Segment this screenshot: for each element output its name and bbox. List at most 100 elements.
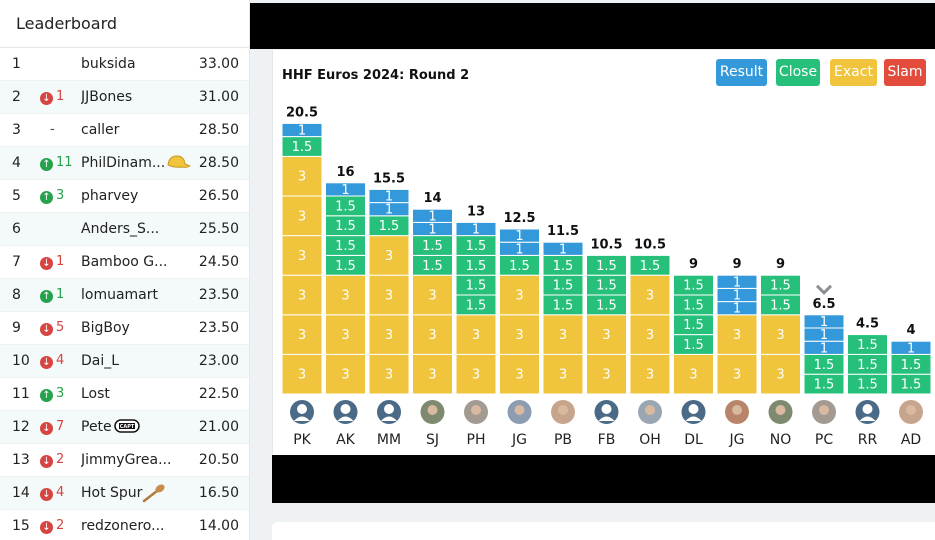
bar-total-label: 6.5 bbox=[812, 297, 835, 312]
player-name[interactable]: pharvey bbox=[81, 188, 139, 204]
player-name[interactable]: PhilDinam... bbox=[81, 155, 166, 171]
player-score: 21.00 bbox=[198, 419, 239, 435]
player-avatar[interactable] bbox=[638, 400, 662, 424]
segment-label: 3 bbox=[472, 328, 480, 343]
player-name[interactable]: JimmyGrea... bbox=[81, 452, 172, 468]
segment-label: 1.5 bbox=[422, 239, 443, 254]
player-name[interactable]: caller bbox=[81, 122, 120, 138]
player-avatar[interactable] bbox=[507, 400, 532, 424]
bar-total-label: 20.5 bbox=[286, 105, 318, 120]
avatar-face bbox=[514, 405, 525, 415]
leaderboard-row[interactable]: 6 Anders_S... 25.50 bbox=[0, 213, 249, 246]
player-name[interactable]: Dai_L bbox=[81, 353, 120, 369]
leaderboard-row[interactable]: 2 ↓ 1 JJBones 31.00 bbox=[0, 81, 249, 114]
leaderboard-row[interactable]: 10 ↓ 4 Dai_L 23.00 bbox=[0, 345, 249, 378]
leaderboard-row[interactable]: 4 ↑ 11 PhilDinam... 28.50 bbox=[0, 147, 249, 180]
rank-number: 6 bbox=[12, 221, 21, 237]
bar-total-label: 16 bbox=[336, 165, 354, 180]
bar-segment-exact bbox=[412, 353, 453, 395]
segment-label: 3 bbox=[472, 368, 480, 383]
leaderboard-row[interactable]: 8 ↑ 1 lomuamart 23.50 bbox=[0, 279, 249, 312]
bar-total-label: 12.5 bbox=[503, 211, 535, 226]
player-avatar[interactable] bbox=[855, 400, 880, 424]
player-avatar[interactable] bbox=[725, 400, 749, 424]
player-name[interactable]: Pete bbox=[81, 419, 112, 435]
bar-segment-exact bbox=[499, 274, 540, 316]
player-avatar[interactable] bbox=[333, 400, 358, 424]
arrow-down-icon: ↓ bbox=[40, 422, 53, 435]
rank-change-value: 1 bbox=[56, 287, 65, 302]
player-name[interactable]: lomuamart bbox=[81, 287, 159, 303]
segment-label: 3 bbox=[733, 328, 741, 343]
close-filter-button[interactable]: Close bbox=[776, 59, 820, 86]
bar-segment-exact bbox=[760, 314, 801, 355]
bar-total-label: 9 bbox=[776, 257, 785, 272]
segment-label: 3 bbox=[298, 209, 306, 224]
player-avatar[interactable] bbox=[377, 400, 401, 424]
exact-filter-button[interactable]: Exact bbox=[830, 59, 877, 86]
leaderboard-row[interactable]: 5 ↑ 3 pharvey 26.50 bbox=[0, 180, 249, 213]
segment-label: 1.5 bbox=[422, 259, 443, 274]
leaderboard-row[interactable]: 15 ↓ 2 redzonero... 14.00 bbox=[0, 510, 249, 540]
player-avatar[interactable] bbox=[464, 400, 488, 424]
segment-label: 1 bbox=[298, 124, 306, 139]
arrow-up-icon: ↑ bbox=[40, 191, 53, 204]
player-avatar[interactable] bbox=[681, 400, 706, 424]
result-filter-button[interactable]: Result bbox=[716, 59, 767, 86]
segment-label: 1.5 bbox=[553, 298, 574, 313]
leaderboard-row[interactable]: 11 ↑ 3 Lost 22.50 bbox=[0, 378, 249, 411]
bar-total-label: 10.5 bbox=[634, 237, 666, 252]
player-name[interactable]: JJBones bbox=[81, 89, 133, 105]
rank-change: ↓ 2 bbox=[40, 452, 80, 468]
player-avatar[interactable] bbox=[812, 400, 836, 424]
slam-filter-button[interactable]: Slam bbox=[884, 59, 926, 86]
leaderboard-row[interactable]: 14 ↓ 4 Hot Spur 16.50 bbox=[0, 477, 249, 510]
leaderboard-row[interactable]: 13 ↓ 2 JimmyGrea... 20.50 bbox=[0, 444, 249, 477]
player-initials-label: PK bbox=[293, 432, 311, 448]
segment-label: 3 bbox=[298, 170, 306, 185]
player-name[interactable]: redzonero... bbox=[81, 518, 165, 534]
player-avatar[interactable] bbox=[768, 400, 793, 424]
arrow-up-icon: ↑ bbox=[40, 290, 53, 303]
bar-segment-exact bbox=[499, 353, 540, 395]
player-name[interactable]: Hot Spur bbox=[81, 485, 143, 501]
rank-number: 10 bbox=[12, 353, 30, 369]
bar-total-label: 11.5 bbox=[547, 224, 579, 239]
bar-segment-result bbox=[499, 228, 540, 243]
leaderboard-row[interactable]: 3 - caller 28.50 bbox=[0, 114, 249, 147]
avatar-body bbox=[859, 416, 876, 421]
leaderboard-row[interactable]: 7 ↓ 1 Bamboo G... 24.50 bbox=[0, 246, 249, 279]
player-avatar[interactable] bbox=[551, 400, 575, 424]
segment-label: 1 bbox=[733, 289, 741, 304]
bar-segment-exact bbox=[629, 274, 671, 316]
segment-label: 1.5 bbox=[770, 279, 791, 294]
player-name[interactable]: BigBoy bbox=[81, 320, 130, 336]
segment-label: 3 bbox=[602, 328, 610, 343]
player-name[interactable]: buksida bbox=[81, 56, 136, 72]
rank-change-value: 1 bbox=[56, 254, 65, 269]
top-black-banner bbox=[250, 3, 935, 49]
segment-label: 3 bbox=[733, 368, 741, 383]
avatar-face bbox=[775, 405, 786, 415]
svg-text:CAPT: CAPT bbox=[120, 424, 135, 430]
round-chart-card: HHF Euros 2024: Round 2 Result Close Exa… bbox=[272, 50, 935, 455]
leaderboard-row[interactable]: 12 ↓ 7 Pete CAPT 21.00 bbox=[0, 411, 249, 444]
player-avatar[interactable] bbox=[290, 400, 314, 424]
player-name[interactable]: Anders_S... bbox=[81, 221, 160, 237]
avatar-face bbox=[645, 405, 655, 415]
leaderboard-row[interactable]: 9 ↓ 5 BigBoy 23.50 bbox=[0, 312, 249, 345]
player-avatar[interactable] bbox=[594, 400, 619, 424]
leaderboard-row[interactable]: 1 buksida 33.00 bbox=[0, 48, 249, 81]
player-score: 33.00 bbox=[198, 56, 239, 72]
player-name[interactable]: Bamboo G... bbox=[81, 254, 168, 270]
player-name[interactable]: Lost bbox=[81, 386, 110, 402]
segment-label: 1.5 bbox=[292, 140, 313, 155]
player-avatar[interactable] bbox=[420, 400, 445, 424]
rank-number: 14 bbox=[12, 485, 30, 501]
player-score: 24.50 bbox=[198, 254, 239, 270]
player-initials-label: AK bbox=[336, 432, 356, 448]
bar-segment-exact bbox=[368, 314, 410, 355]
segment-label: 1.5 bbox=[466, 259, 487, 274]
player-avatar[interactable] bbox=[899, 400, 923, 424]
